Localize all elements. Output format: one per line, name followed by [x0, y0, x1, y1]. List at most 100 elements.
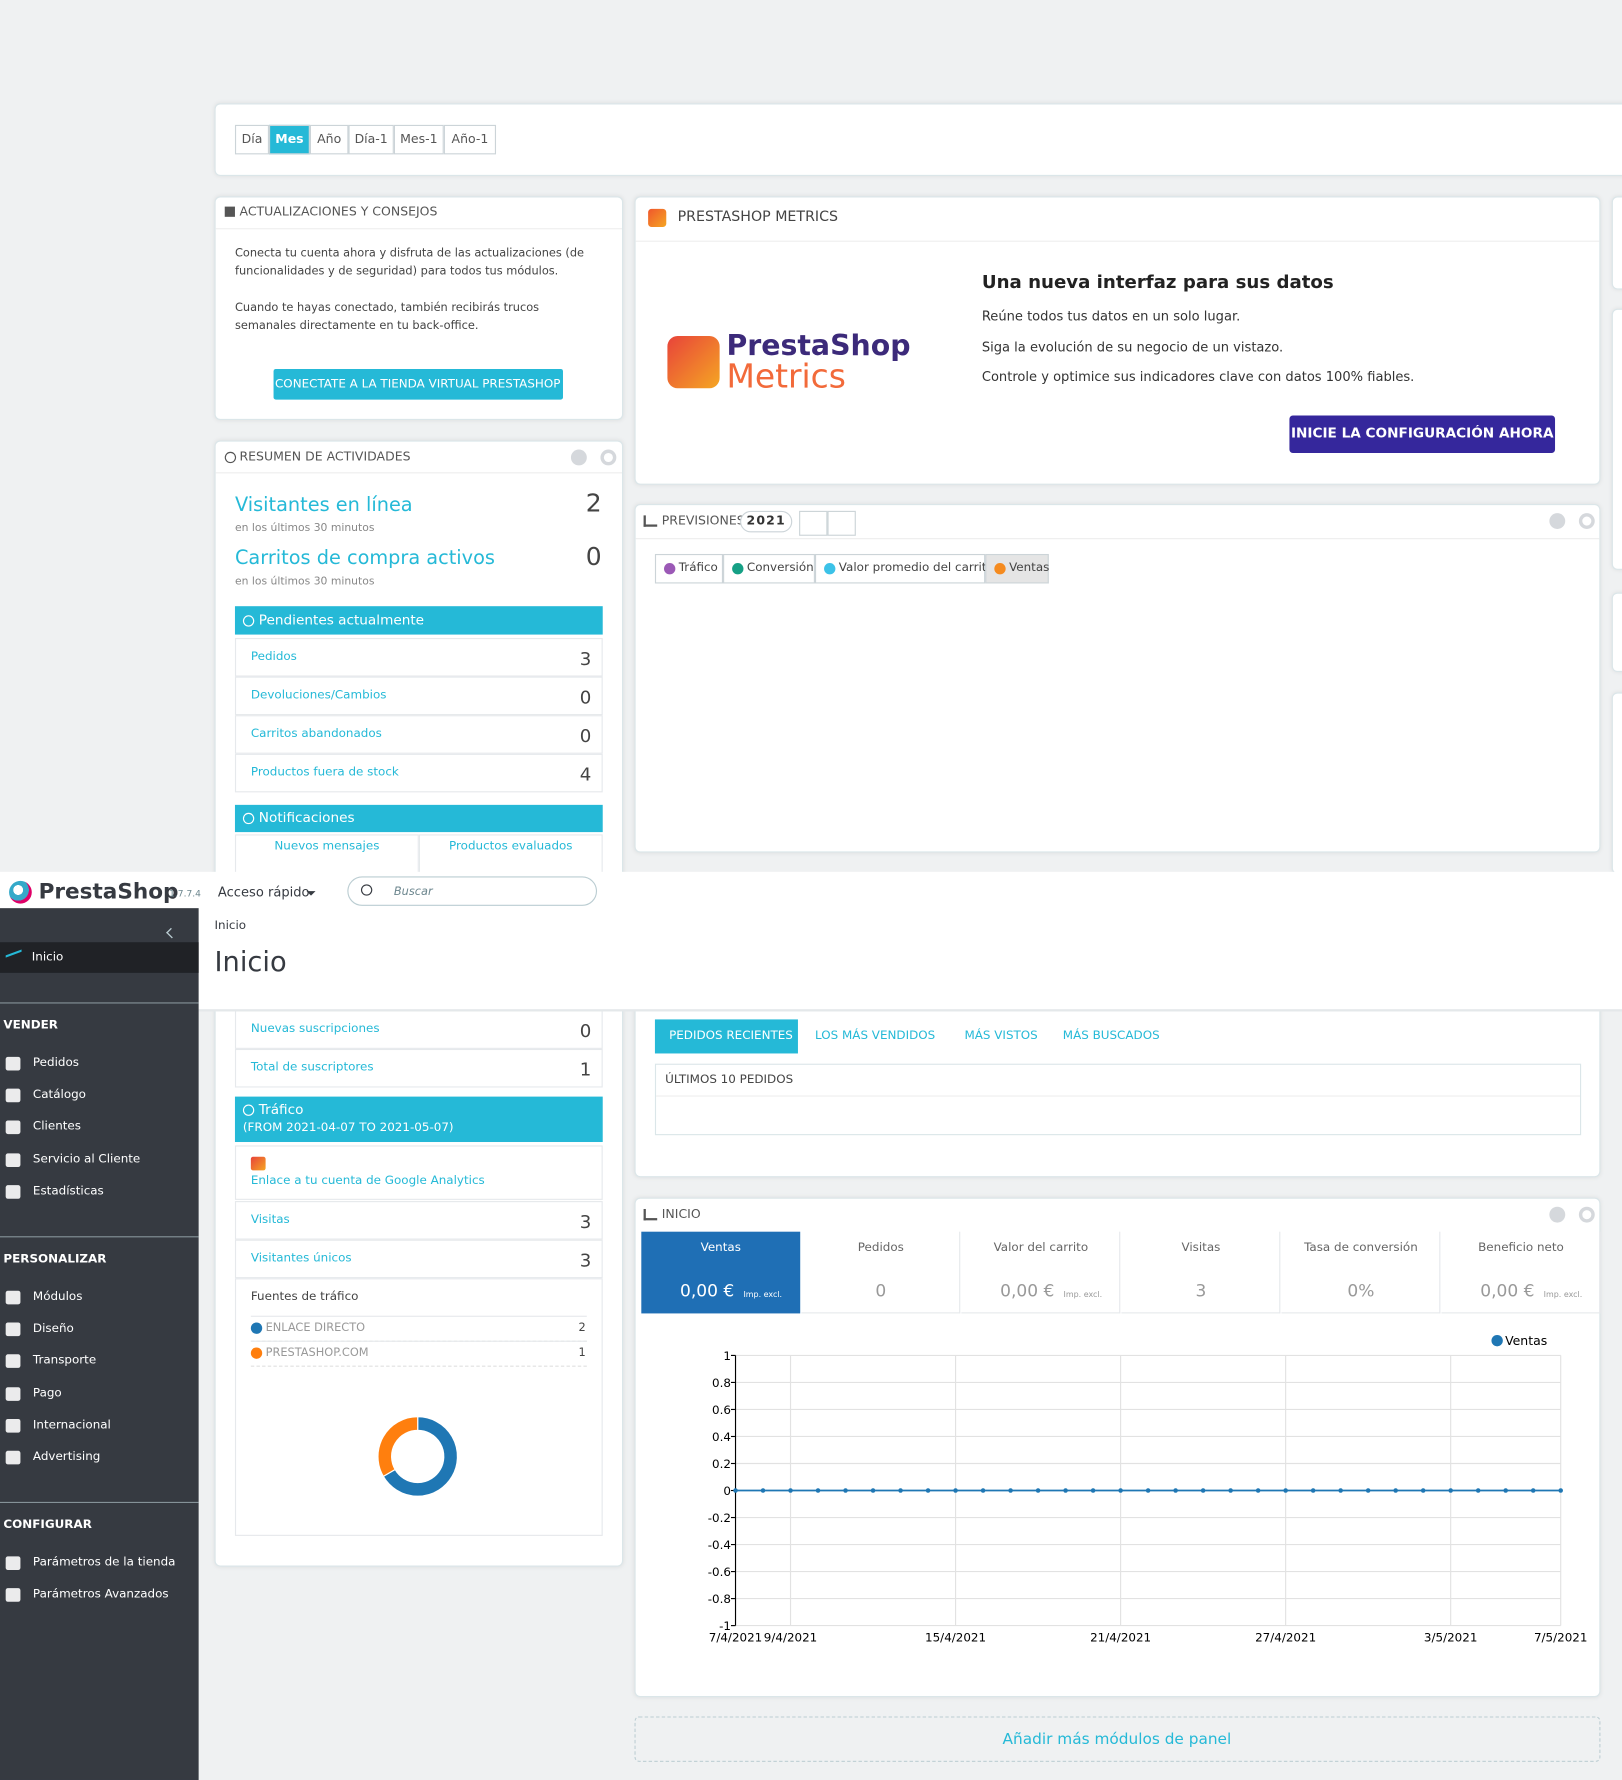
add-modules[interactable] [634, 1716, 1601, 1762]
traffic-row-value: 3 [579, 1210, 592, 1233]
sidebar-item[interactable]: Catálogo [32, 1087, 86, 1102]
sidebar-item[interactable]: Advertising [32, 1449, 101, 1464]
sidebar-active[interactable] [0, 942, 199, 973]
orders-tab-label[interactable]: MÁS VISTOS [964, 1028, 1038, 1043]
right-panel [1611, 592, 1622, 673]
pending-row-label[interactable]: Devoluciones/Cambios [250, 688, 387, 702]
metrics-line: Controle y optimice sus indicadores clav… [981, 368, 1415, 385]
kpi[interactable] [1121, 1231, 1281, 1314]
sidebar-item[interactable]: Servicio al Cliente [32, 1151, 141, 1166]
orders-tab-label[interactable]: PEDIDOS RECIENTES [669, 1028, 793, 1043]
quick-access[interactable]: Acceso rápido [217, 883, 310, 900]
page-title: Inicio [214, 946, 287, 978]
period-tab-label[interactable]: Año [317, 131, 342, 147]
sidebar-item[interactable]: Parámetros Avanzados [32, 1587, 169, 1602]
sidebar-item[interactable]: Inicio [31, 950, 64, 964]
sidebar-item[interactable]: Parámetros de la tienda [32, 1555, 176, 1570]
period-tab[interactable] [234, 124, 270, 155]
sidebar-item[interactable]: Módulos [32, 1289, 83, 1304]
metric-label[interactable]: Carritos de compra activos [234, 547, 495, 570]
ga-icon [250, 1156, 266, 1171]
sidebar-section: VENDER [3, 1018, 58, 1033]
legend-dot [994, 563, 1006, 575]
legend-label[interactable]: Ventas [1009, 560, 1050, 575]
kpi-label[interactable]: Beneficio neto [1478, 1240, 1564, 1255]
period-tab[interactable] [393, 124, 444, 155]
metric-label[interactable]: Visitantes en línea [234, 493, 413, 517]
sidebar-item[interactable]: Internacional [32, 1417, 111, 1432]
sidebar-separator [0, 1236, 199, 1238]
kpi-label[interactable]: Valor del carrito [993, 1240, 1089, 1255]
search-box[interactable] [347, 876, 598, 906]
subscription-row-label[interactable]: Nuevas suscripciones [250, 1021, 380, 1036]
traffic-row-label[interactable]: Visitantes únicos [250, 1251, 352, 1265]
search-placeholder[interactable]: Buscar [393, 886, 433, 899]
period-tab[interactable] [443, 124, 497, 155]
sidebar-item[interactable]: Clientes [32, 1119, 81, 1134]
sidebar-item[interactable]: Estadísticas [32, 1183, 104, 1198]
period-tab-label[interactable]: Día-1 [354, 131, 388, 147]
orders-tab[interactable] [654, 1019, 798, 1054]
connect-button[interactable] [273, 368, 563, 400]
kpi[interactable] [1281, 1231, 1441, 1314]
button-label[interactable]: INICIE LA CONFIGURACIÓN AHORA [1290, 424, 1554, 441]
sidebar-item[interactable]: Pago [32, 1385, 62, 1400]
notifications-header [234, 804, 603, 833]
bar-icon [242, 614, 255, 627]
panel-title: INICIO [661, 1206, 701, 1222]
period-tab-label[interactable]: Año-1 [451, 131, 489, 147]
add-modules-label[interactable]: Añadir más módulos de panel [1002, 1730, 1232, 1749]
setup-button[interactable] [1289, 415, 1556, 453]
subscription-row-label[interactable]: Total de suscriptores [250, 1060, 374, 1075]
legend-label[interactable]: Tráfico [678, 560, 718, 575]
traffic-row-value: 3 [579, 1249, 592, 1271]
pending-row-label[interactable]: Pedidos [250, 649, 297, 664]
prev-button[interactable] [799, 510, 828, 536]
orders-tab-label[interactable]: LOS MÁS VENDIDOS [815, 1028, 936, 1043]
kpi-label[interactable]: Pedidos [857, 1240, 904, 1255]
kpi[interactable] [1441, 1231, 1601, 1314]
sidebar-item[interactable]: Pedidos [32, 1055, 79, 1070]
source-separator [250, 1315, 587, 1317]
source-separator [250, 1340, 587, 1342]
ga-link[interactable]: Enlace a tu cuenta de Google Analytics [250, 1174, 485, 1188]
sidebar-item[interactable]: Diseño [32, 1321, 74, 1336]
clock-icon [224, 451, 237, 464]
refresh-icon [1578, 1206, 1595, 1223]
search-icon [360, 884, 373, 896]
legend-label[interactable]: Valor promedio del carrito [838, 560, 994, 575]
panel-title: ACTUALIZACIONES Y CONSEJOS [239, 204, 438, 219]
traffic-range: (FROM 2021-04-07 TO 2021-05-07) [242, 1120, 454, 1135]
next-button[interactable] [827, 510, 856, 536]
kpi-label[interactable]: Ventas [700, 1240, 741, 1255]
period-tab[interactable] [348, 124, 394, 155]
legend-label[interactable]: Conversión [746, 560, 814, 575]
kpi[interactable] [801, 1231, 961, 1314]
source-value: 2 [578, 1321, 586, 1335]
button-label[interactable]: CONECTATE A LA TIENDA VIRTUAL PRESTASHOP [274, 377, 561, 391]
kpi[interactable] [961, 1231, 1121, 1314]
paragraph: Conecta tu cuenta ahora y disfruta de la… [234, 247, 585, 279]
orders-tab-label[interactable]: MÁS BUSCADOS [1062, 1028, 1160, 1043]
period-tab-label[interactable]: Mes-1 [400, 131, 438, 147]
sidebar-item[interactable]: Transporte [32, 1353, 97, 1368]
period-tab-label[interactable]: Mes [275, 131, 304, 147]
period-tab[interactable] [269, 124, 310, 155]
kpi[interactable] [641, 1231, 801, 1314]
notification-tab-label[interactable]: Productos evaluados [449, 839, 573, 853]
period-tab[interactable] [309, 124, 349, 155]
notification-tab-label[interactable]: Nuevos mensajes [274, 839, 380, 853]
sidebar-icon [5, 1056, 21, 1071]
period-tab-label[interactable]: Día [241, 131, 263, 147]
pending-row-label[interactable]: Carritos abandonados [250, 726, 382, 741]
traffic-row-label[interactable]: Visitas [250, 1212, 290, 1227]
pending-row-label[interactable]: Productos fuera de stock [250, 765, 399, 779]
sidebar-icon [5, 1354, 21, 1369]
legend-dot [664, 563, 676, 575]
kpi-label[interactable]: Visitas [1181, 1240, 1221, 1255]
legend-item[interactable] [814, 553, 986, 584]
right-panel [1611, 308, 1622, 570]
kpi-label[interactable]: Tasa de conversión [1304, 1240, 1418, 1255]
breadcrumb[interactable]: Inicio [214, 918, 247, 933]
